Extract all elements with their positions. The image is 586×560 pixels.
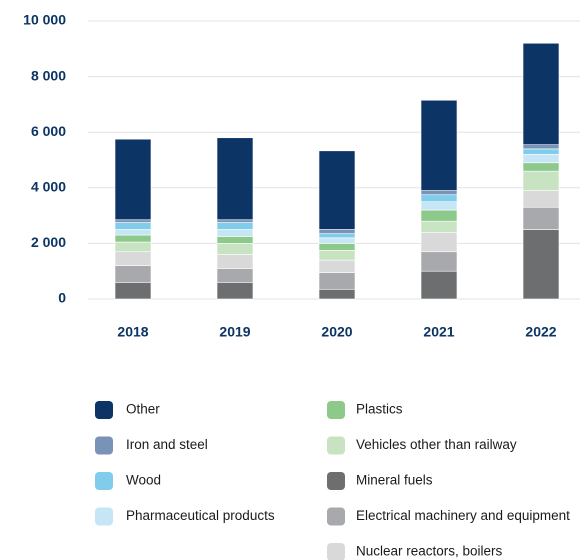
bar-segment: [420, 270, 458, 300]
y-tick-label: 4 000: [31, 179, 66, 195]
bar-segment: [216, 219, 254, 223]
bar-segment: [318, 150, 356, 230]
bar-segment: [114, 234, 152, 243]
bar-segment: [216, 243, 254, 255]
bar-segment: [216, 268, 254, 283]
legend-label: Pharmaceutical products: [126, 508, 275, 523]
bar-segment: [318, 229, 356, 234]
legend-label: Vehicles other than railway: [356, 437, 517, 452]
y-tick-label: 8 000: [31, 67, 66, 83]
legend-label: Nuclear reactors, boilers: [356, 544, 503, 559]
bar-segment: [522, 206, 560, 230]
legend-swatch: [327, 436, 345, 455]
legend-label: Mineral fuels: [356, 473, 433, 488]
bar-segment: [318, 237, 356, 244]
bar-segment: [420, 99, 458, 191]
bar-segment: [216, 229, 254, 237]
bar-segment: [318, 250, 356, 261]
legend-label: Wood: [126, 473, 161, 488]
y-tick-label: 0: [58, 290, 66, 306]
bar-segment: [420, 220, 458, 233]
bar-segment: [420, 190, 458, 196]
bar-segment: [216, 282, 254, 300]
x-tick-label: 2020: [321, 324, 352, 340]
y-tick-label: 6 000: [31, 123, 66, 139]
bar-segment: [114, 229, 152, 236]
bar-segment: [114, 282, 152, 300]
bar-segment: [420, 209, 458, 222]
legend-swatch: [327, 543, 345, 560]
bar-segment: [216, 254, 254, 269]
x-tick-label: 2021: [423, 324, 454, 340]
bar-segment: [114, 219, 152, 223]
bar-segment: [420, 201, 458, 211]
bar-segment: [420, 231, 458, 253]
bar-segment: [522, 42, 560, 146]
bar-segment: [522, 154, 560, 164]
bar-segment: [216, 236, 254, 244]
legend-label: Other: [126, 402, 160, 417]
bar-segment: [420, 194, 458, 202]
legend-swatch: [327, 507, 345, 526]
legend-swatch: [95, 472, 113, 490]
bar-segment: [216, 137, 254, 221]
legend-swatch: [95, 401, 113, 419]
bar-segment: [216, 222, 254, 230]
bar-segment: [114, 251, 152, 266]
legend-swatch: [95, 507, 113, 526]
bar-segment: [522, 148, 560, 155]
legend-swatch: [327, 401, 345, 419]
bar-segment: [522, 190, 560, 208]
bar-segment: [114, 138, 152, 221]
legend-label: Electrical machinery and equipment: [356, 508, 570, 523]
bar-segment: [114, 265, 152, 283]
x-tick-label: 2022: [525, 324, 556, 340]
bar-segment: [522, 170, 560, 191]
y-tick-label: 10 000: [23, 12, 66, 28]
x-tick-label: 2019: [219, 324, 250, 340]
bar-segment: [522, 229, 560, 300]
bar-segment: [318, 272, 356, 290]
bar-segment: [318, 259, 356, 273]
bar-segment: [318, 288, 356, 300]
bar-segment: [318, 233, 356, 239]
bar-segment: [114, 241, 152, 253]
legend-label: Iron and steel: [126, 437, 208, 452]
bar-segment: [114, 222, 152, 230]
bar-segment: [318, 243, 356, 251]
x-tick-label: 2018: [117, 324, 148, 340]
legend-swatch: [95, 436, 113, 455]
bar-segment: [420, 251, 458, 272]
bar-segment: [522, 144, 560, 150]
legend-label: Plastics: [356, 402, 403, 417]
legend-swatch: [327, 472, 345, 490]
bar-segment: [522, 162, 560, 172]
y-tick-label: 2 000: [31, 234, 66, 250]
